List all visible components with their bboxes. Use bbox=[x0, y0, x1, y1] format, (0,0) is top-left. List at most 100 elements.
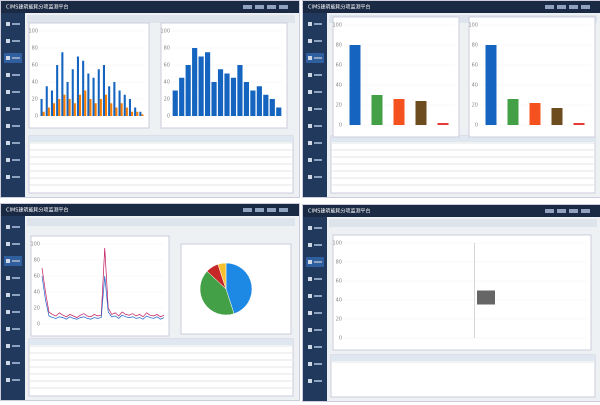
menu-icon bbox=[308, 362, 312, 366]
y-tick-label: 0 bbox=[37, 322, 40, 328]
bar bbox=[58, 99, 61, 116]
panel bbox=[332, 234, 592, 351]
bar bbox=[92, 77, 95, 116]
header-button[interactable] bbox=[569, 5, 578, 9]
menu-text bbox=[12, 345, 20, 347]
y-tick-label: 60 bbox=[34, 274, 40, 280]
bar bbox=[230, 77, 237, 116]
bar bbox=[139, 111, 142, 116]
menu-text bbox=[12, 260, 20, 262]
menu-text bbox=[314, 108, 322, 110]
bar bbox=[115, 107, 118, 116]
header-button[interactable] bbox=[557, 209, 566, 213]
header-button[interactable] bbox=[557, 5, 566, 9]
line bbox=[41, 247, 165, 319]
bar bbox=[84, 90, 87, 116]
menu-icon bbox=[308, 124, 312, 128]
bar bbox=[102, 65, 105, 116]
menu-text bbox=[314, 346, 322, 348]
bar bbox=[134, 107, 137, 116]
bar bbox=[118, 90, 121, 116]
header-button[interactable] bbox=[545, 209, 554, 213]
menu-text bbox=[314, 244, 322, 246]
menu-icon bbox=[6, 124, 10, 128]
y-tick-label: 40 bbox=[164, 80, 170, 86]
y-tick-label: 60 bbox=[336, 63, 342, 69]
table-header bbox=[29, 136, 293, 142]
screenshot: CIMS建筑能耗分项监测平台 0 20 40 60 80 100 0 20 40 60 80 100 bbox=[302, 0, 600, 198]
bar bbox=[393, 99, 405, 125]
screenshot: CIMS建筑能耗分项监测平台 0 20 40 60 80 100 bbox=[302, 204, 600, 402]
panel bbox=[30, 235, 170, 337]
header-button[interactable] bbox=[267, 208, 276, 212]
header-button[interactable] bbox=[569, 209, 578, 213]
table bbox=[330, 354, 596, 398]
header-button[interactable] bbox=[279, 5, 288, 9]
menu-icon bbox=[6, 73, 10, 77]
bar bbox=[371, 95, 383, 125]
menu-text bbox=[314, 74, 322, 76]
y-tick-label: 80 bbox=[336, 260, 342, 266]
bar bbox=[53, 103, 56, 116]
header-button[interactable] bbox=[243, 5, 252, 9]
bar bbox=[56, 65, 59, 116]
menu-icon bbox=[6, 327, 10, 331]
bar bbox=[110, 103, 113, 116]
bar bbox=[276, 107, 282, 116]
bar bbox=[94, 103, 97, 116]
menu-icon bbox=[6, 141, 10, 145]
header-button[interactable] bbox=[279, 208, 288, 212]
screen: CIMS建筑能耗分项监测平台 0 20 40 60 80 100 bbox=[1, 204, 299, 400]
header bbox=[303, 1, 600, 13]
y-tick-label: 100 bbox=[30, 242, 40, 248]
toolbar bbox=[329, 15, 597, 23]
header-button[interactable] bbox=[255, 5, 264, 9]
y-tick-label: 40 bbox=[34, 290, 40, 296]
menu-text bbox=[12, 142, 20, 144]
bar bbox=[120, 103, 123, 116]
header-title: CIMS建筑能耗分项监测平台 bbox=[6, 4, 68, 11]
header-button[interactable] bbox=[255, 208, 264, 212]
y-tick-label: 20 bbox=[32, 97, 38, 103]
screen: CIMS建筑能耗分项监测平台 0 20 40 60 80 100 0 20 40 60 80 100 bbox=[1, 1, 299, 197]
bar bbox=[263, 94, 269, 116]
menu-icon bbox=[308, 141, 312, 145]
menu-text bbox=[314, 227, 322, 229]
menu-icon bbox=[6, 378, 10, 382]
menu-text bbox=[12, 277, 20, 279]
bar bbox=[507, 99, 519, 125]
bar bbox=[87, 73, 90, 116]
line bbox=[41, 275, 165, 320]
menu-icon bbox=[308, 90, 312, 94]
bar bbox=[185, 65, 191, 116]
bar bbox=[66, 82, 69, 116]
header-button[interactable] bbox=[545, 5, 554, 9]
menu-text bbox=[12, 379, 20, 381]
menu-icon bbox=[308, 311, 312, 315]
bar bbox=[61, 52, 64, 116]
bar bbox=[125, 107, 128, 116]
menu-icon bbox=[6, 107, 10, 111]
bar bbox=[529, 103, 541, 125]
menu-text bbox=[314, 159, 322, 161]
y-tick-label: 80 bbox=[336, 43, 342, 49]
bar bbox=[211, 82, 217, 116]
header-button[interactable] bbox=[243, 208, 252, 212]
bar bbox=[50, 90, 53, 116]
menu-text bbox=[314, 312, 322, 314]
menu-text bbox=[12, 328, 20, 330]
toolbar bbox=[329, 219, 597, 227]
header-button[interactable] bbox=[581, 209, 590, 213]
y-tick-label: 0 bbox=[475, 123, 478, 129]
header-button[interactable] bbox=[267, 5, 276, 9]
menu-icon bbox=[6, 293, 10, 297]
menu-text bbox=[12, 226, 20, 228]
menu-text bbox=[12, 311, 20, 313]
y-tick-label: 100 bbox=[160, 29, 170, 35]
bar bbox=[45, 86, 48, 116]
menu-text bbox=[314, 329, 322, 331]
header-button[interactable] bbox=[581, 5, 590, 9]
menu-icon bbox=[308, 226, 312, 230]
y-tick-label: 100 bbox=[468, 23, 478, 29]
